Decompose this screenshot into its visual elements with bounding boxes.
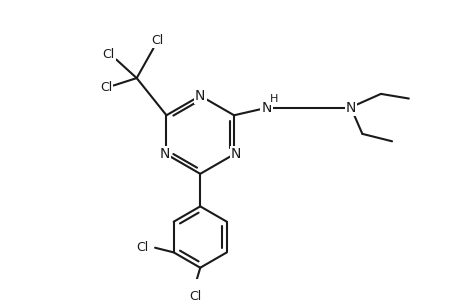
Text: N: N bbox=[195, 89, 205, 103]
Text: Cl: Cl bbox=[102, 48, 115, 61]
Text: Cl: Cl bbox=[151, 34, 163, 47]
Text: H: H bbox=[269, 94, 278, 104]
Text: N: N bbox=[261, 101, 271, 115]
Text: N: N bbox=[230, 147, 241, 161]
Text: N: N bbox=[345, 101, 356, 115]
Text: N: N bbox=[159, 147, 169, 161]
Text: Cl: Cl bbox=[189, 290, 202, 300]
Text: Cl: Cl bbox=[136, 241, 148, 254]
Text: Cl: Cl bbox=[100, 81, 112, 94]
